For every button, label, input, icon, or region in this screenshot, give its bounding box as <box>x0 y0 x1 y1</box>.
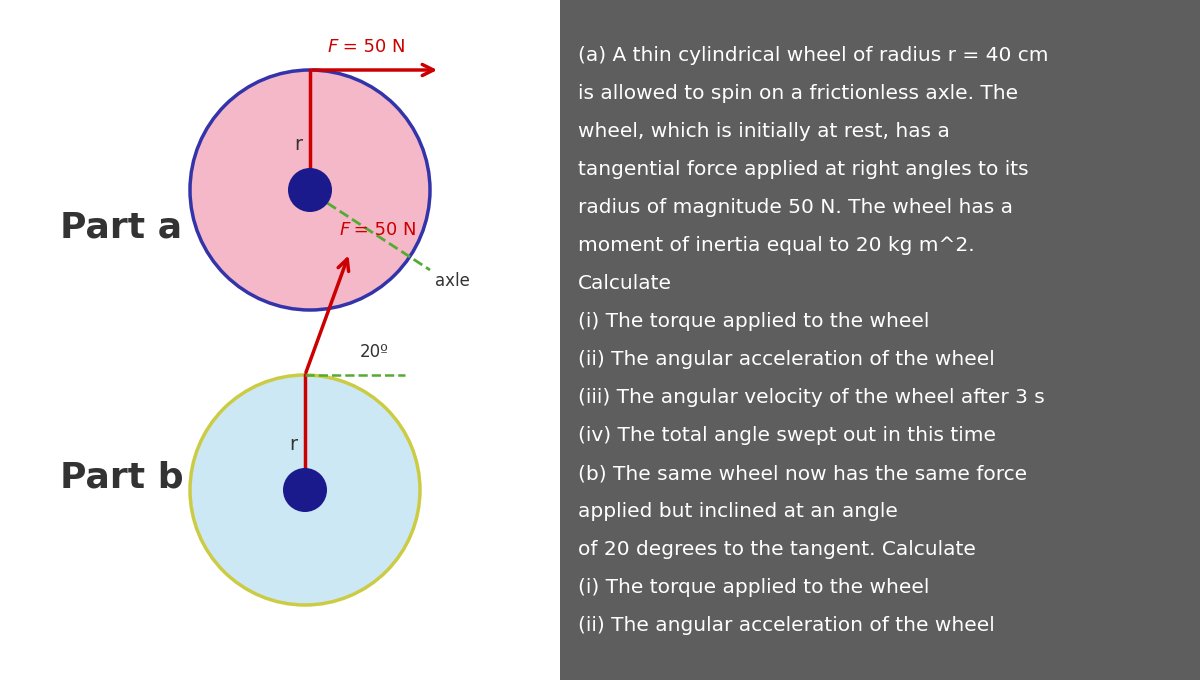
Text: Part a: Part a <box>60 210 182 244</box>
Text: moment of inertia equal to 20 kg m^2.: moment of inertia equal to 20 kg m^2. <box>578 236 974 255</box>
Text: radius of magnitude 50 N. The wheel has a: radius of magnitude 50 N. The wheel has … <box>578 198 1013 217</box>
Text: r: r <box>289 435 298 454</box>
Text: F: F <box>328 38 338 56</box>
Text: (i) The torque applied to the wheel: (i) The torque applied to the wheel <box>578 578 929 597</box>
Text: (i) The torque applied to the wheel: (i) The torque applied to the wheel <box>578 312 929 331</box>
Circle shape <box>283 468 326 512</box>
Text: (ii) The angular acceleration of the wheel: (ii) The angular acceleration of the whe… <box>578 616 995 635</box>
Text: 20º: 20º <box>360 343 389 361</box>
Text: = 50 N: = 50 N <box>348 221 416 239</box>
Text: Part b: Part b <box>60 460 184 494</box>
Circle shape <box>190 375 420 605</box>
Text: of 20 degrees to the tangent. Calculate: of 20 degrees to the tangent. Calculate <box>578 540 976 559</box>
Text: r: r <box>294 135 302 154</box>
Text: applied but inclined at an angle: applied but inclined at an angle <box>578 502 898 521</box>
Text: (a) A thin cylindrical wheel of radius r = 40 cm: (a) A thin cylindrical wheel of radius r… <box>578 46 1049 65</box>
Text: (b) The same wheel now has the same force: (b) The same wheel now has the same forc… <box>578 464 1027 483</box>
Text: axle: axle <box>436 272 470 290</box>
Text: (iv) The total angle swept out in this time: (iv) The total angle swept out in this t… <box>578 426 996 445</box>
Text: is allowed to spin on a frictionless axle. The: is allowed to spin on a frictionless axl… <box>578 84 1018 103</box>
Text: = 50 N: = 50 N <box>337 38 406 56</box>
Circle shape <box>190 70 430 310</box>
Text: wheel, which is initially at rest, has a: wheel, which is initially at rest, has a <box>578 122 950 141</box>
Text: Calculate: Calculate <box>578 274 672 293</box>
Bar <box>560 0 1200 680</box>
Text: tangential force applied at right angles to its: tangential force applied at right angles… <box>578 160 1028 179</box>
Text: (iii) The angular velocity of the wheel after 3 s: (iii) The angular velocity of the wheel … <box>578 388 1045 407</box>
Circle shape <box>288 168 332 212</box>
Text: F: F <box>340 221 350 239</box>
Text: (ii) The angular acceleration of the wheel: (ii) The angular acceleration of the whe… <box>578 350 995 369</box>
